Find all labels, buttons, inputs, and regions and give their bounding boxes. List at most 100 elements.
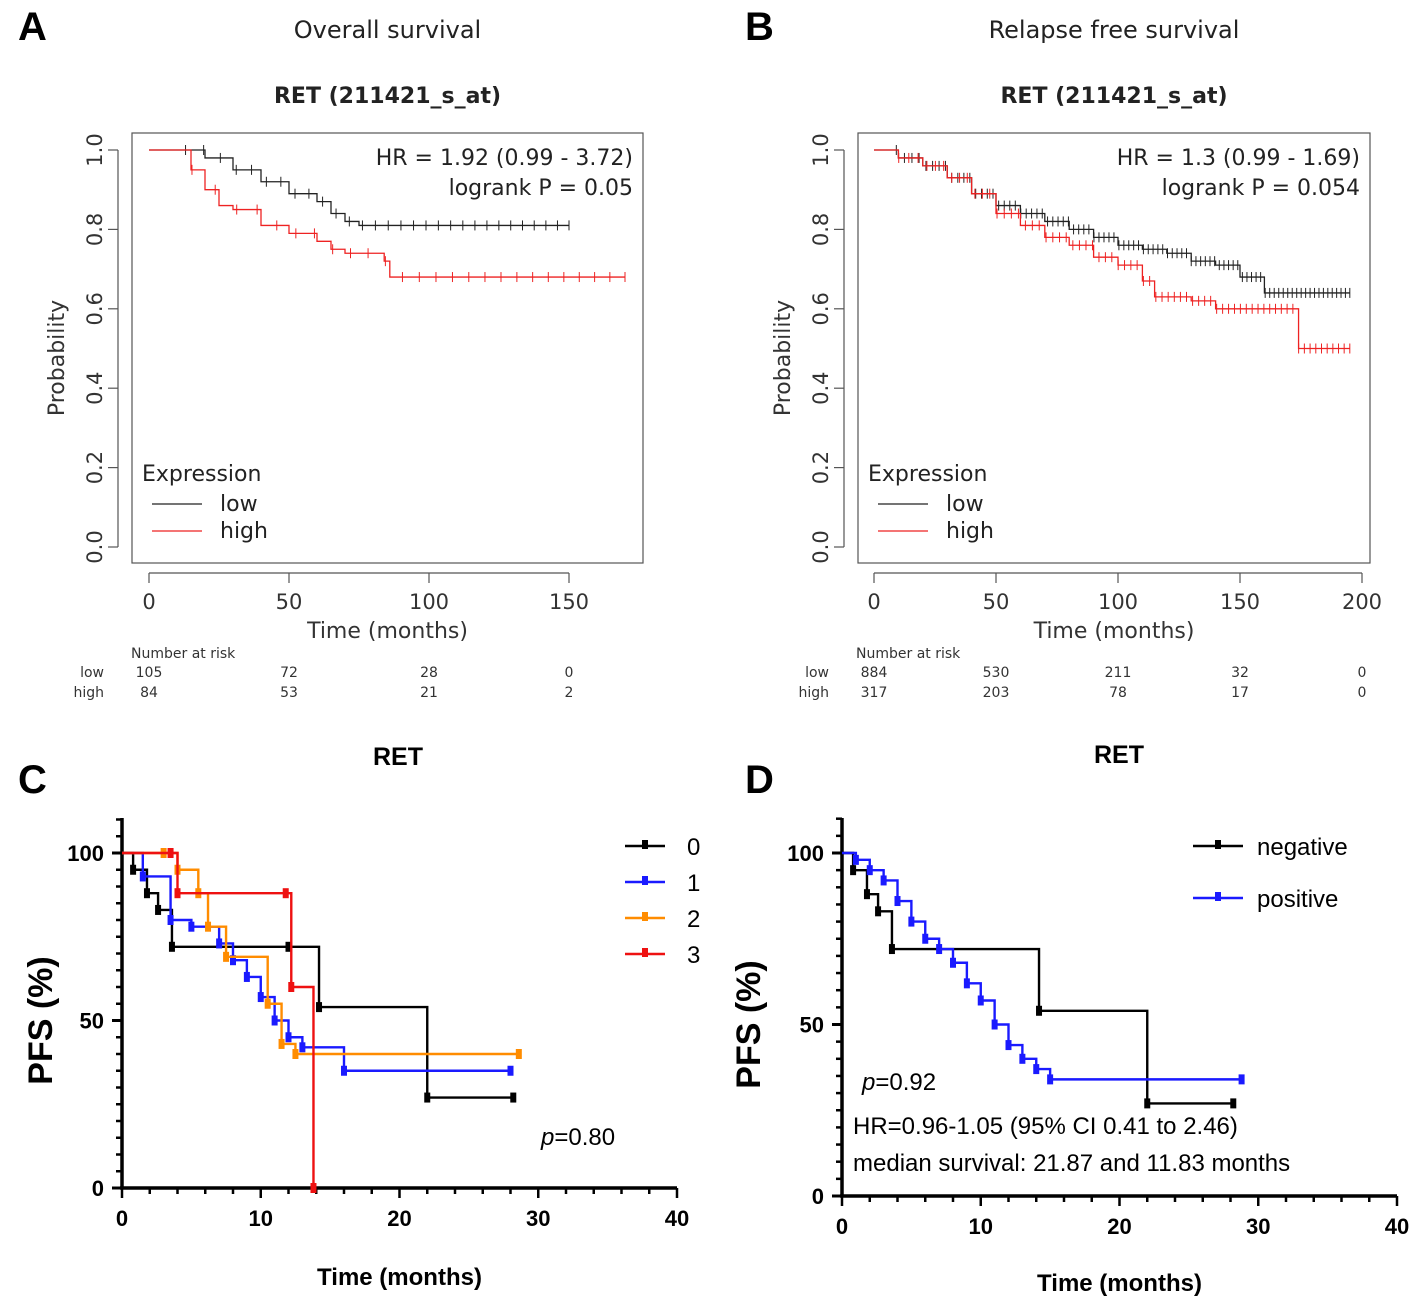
legend-label-low: low — [220, 492, 258, 517]
x-tick-label: 100 — [409, 590, 449, 614]
risk-count-low: 0 — [565, 665, 574, 681]
km-curve-low — [149, 149, 569, 227]
y-axis-label: PFS (%) — [730, 960, 768, 1088]
legend-marker-positive — [1215, 892, 1221, 901]
risk-count-high: 84 — [140, 685, 158, 701]
y-tick-label: 0.2 — [83, 451, 107, 484]
censor-mark — [936, 944, 943, 955]
risk-count-low: 530 — [983, 665, 1010, 681]
censor-mark — [922, 933, 929, 944]
risk-count-high: 53 — [280, 685, 298, 701]
censor-mark — [850, 865, 857, 876]
censor-mark — [167, 848, 174, 858]
legend-title: Expression — [868, 462, 987, 487]
legend-title: Expression — [142, 462, 261, 487]
km-curve-positive — [842, 851, 1242, 1081]
censor-mark — [341, 1065, 347, 1076]
censor-mark — [1144, 1098, 1151, 1109]
y-axis-label: Probability — [771, 300, 796, 416]
y-tick-label: 0.4 — [83, 371, 107, 404]
y-tick-label: 0 — [92, 1176, 104, 1201]
legend-label-negative: negative — [1257, 834, 1348, 861]
y-tick-label: 0.6 — [809, 292, 833, 325]
censor-mark — [264, 998, 271, 1009]
x-tick-label: 20 — [1107, 1214, 1131, 1239]
hr-annotation: HR = 1.3 (0.99 - 1.69) — [1117, 146, 1360, 171]
censor-mark — [1033, 1064, 1040, 1075]
y-tick-label: 50 — [80, 1009, 104, 1034]
x-tick-label: 40 — [1385, 1214, 1409, 1239]
censor-mark — [216, 938, 223, 949]
risk-row-label-high: high — [798, 685, 829, 701]
censor-mark — [852, 854, 859, 865]
p-value-annotation: p=0.80 — [540, 1124, 615, 1151]
x-axis-label: Time (months) — [306, 619, 468, 644]
censor-mark — [292, 1049, 299, 1059]
censor-mark — [278, 1038, 285, 1049]
km-curve-high — [874, 149, 1350, 350]
censor-mark — [866, 865, 873, 876]
risk-count-high: 21 — [420, 685, 438, 701]
legend-label-3: 3 — [687, 942, 700, 969]
p-value-annotation: p=0.92 — [861, 1069, 936, 1096]
y-tick-label: 0.8 — [83, 213, 107, 246]
km-curve-1 — [122, 851, 511, 1072]
legend-label-high: high — [220, 519, 268, 544]
panel-label: C — [18, 758, 47, 802]
censor-mark — [288, 982, 295, 992]
censor-mark — [863, 889, 870, 900]
risk-row-label-low: low — [805, 665, 829, 681]
legend-marker-3 — [642, 948, 648, 957]
censor-mark — [507, 1065, 514, 1076]
censor-mark — [139, 871, 146, 882]
y-tick-label: 0.0 — [809, 530, 833, 563]
censor-mark — [310, 1183, 317, 1193]
risk-count-high: 203 — [983, 685, 1010, 701]
panel-label: D — [745, 758, 774, 802]
y-tick-label: 0.0 — [83, 530, 107, 563]
censor-mark — [1238, 1074, 1245, 1085]
y-tick-label: 50 — [800, 1013, 824, 1038]
risk-count-low: 211 — [1105, 665, 1132, 681]
risk-count-low: 0 — [1358, 665, 1367, 681]
y-tick-label: 0.2 — [809, 451, 833, 484]
legend-label-high: high — [946, 519, 994, 544]
x-tick-label: 0 — [867, 590, 880, 614]
censor-mark — [875, 906, 882, 917]
y-tick-label: 1.0 — [809, 133, 833, 166]
plot-frame — [131, 132, 644, 564]
y-tick-label: 0.8 — [809, 213, 833, 246]
risk-table-header: Number at risk — [131, 646, 236, 662]
risk-count-low: 72 — [280, 665, 298, 681]
censor-mark — [1036, 1005, 1043, 1016]
x-tick-label: 30 — [526, 1206, 550, 1231]
censor-mark — [143, 888, 150, 899]
risk-count-high: 317 — [861, 685, 888, 701]
censor-mark — [977, 995, 984, 1006]
censor-mark — [167, 915, 174, 925]
logrank-annotation: logrank P = 0.05 — [449, 176, 633, 201]
km-curve-2 — [122, 851, 519, 1056]
y-tick-label: 0.6 — [83, 292, 107, 325]
censor-mark — [950, 957, 956, 968]
x-tick-label: 30 — [1246, 1214, 1270, 1239]
risk-count-high: 78 — [1109, 685, 1127, 701]
chart-title: RET — [373, 743, 423, 771]
risk-row-label-low: low — [80, 665, 104, 681]
legend-label-1: 1 — [687, 870, 700, 897]
x-axis-label: Time (months) — [1033, 619, 1195, 644]
censor-mark — [991, 1019, 998, 1030]
chart-title: RET — [1094, 741, 1144, 769]
y-tick-label: 1.0 — [83, 133, 107, 166]
censor-mark — [908, 916, 915, 927]
plot-frame — [857, 132, 1371, 564]
risk-count-low: 884 — [861, 665, 888, 681]
x-tick-label: 100 — [1098, 590, 1138, 614]
p-value-symbol: p — [540, 1124, 554, 1151]
p-value-text: =0.80 — [554, 1124, 615, 1151]
censor-mark — [1005, 1040, 1012, 1051]
x-axis-label: Time (months) — [1037, 1270, 1202, 1297]
censor-mark — [894, 896, 901, 907]
censor-mark — [155, 904, 162, 915]
legend-marker-negative — [1215, 840, 1221, 849]
